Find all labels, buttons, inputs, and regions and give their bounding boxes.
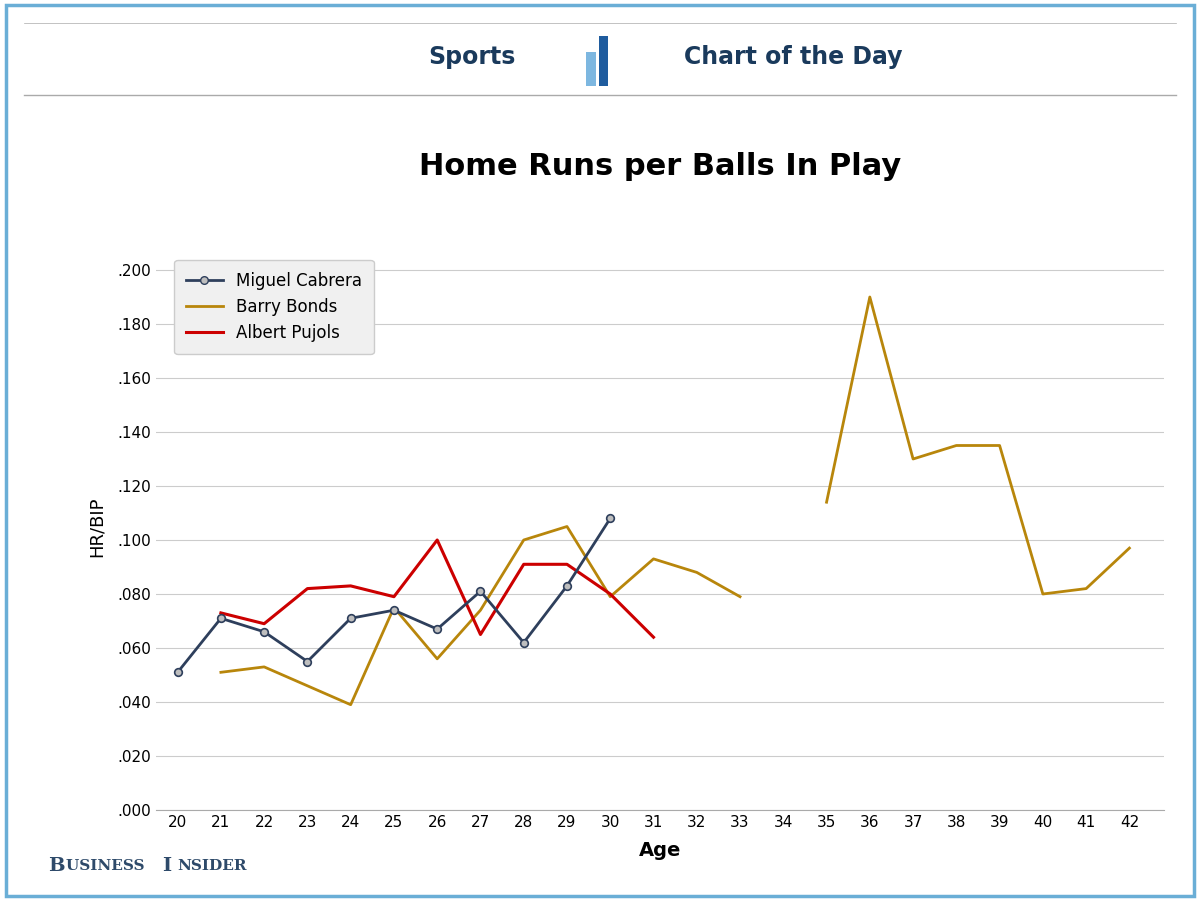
Text: I: I [162, 857, 172, 875]
Albert Pujols [473, 629, 487, 640]
Miguel Cabrera [170, 667, 185, 678]
Albert Pujols [343, 580, 358, 591]
Miguel Cabrera [300, 656, 314, 667]
Barry Bonds [343, 699, 358, 710]
Miguel Cabrera [386, 605, 401, 616]
Albert Pujols [516, 559, 530, 570]
Barry Bonds [690, 567, 704, 578]
Line: Miguel Cabrera: Miguel Cabrera [174, 515, 614, 676]
Miguel Cabrera [473, 586, 487, 597]
Bar [587, 52, 595, 86]
Miguel Cabrera [257, 626, 271, 637]
Barry Bonds [604, 591, 618, 602]
Albert Pujols [386, 591, 401, 602]
X-axis label: Age: Age [638, 841, 682, 860]
Barry Bonds [214, 667, 228, 678]
Barry Bonds [300, 680, 314, 691]
Miguel Cabrera [516, 637, 530, 648]
Albert Pujols [430, 535, 444, 545]
Albert Pujols [559, 559, 574, 570]
Text: USINESS: USINESS [66, 859, 150, 873]
Miguel Cabrera [559, 580, 574, 591]
Text: B: B [48, 857, 65, 875]
Barry Bonds [473, 605, 487, 616]
Miguel Cabrera [604, 513, 618, 524]
Text: Chart of the Day: Chart of the Day [684, 45, 902, 68]
Y-axis label: HR/BIP: HR/BIP [88, 496, 106, 557]
Barry Bonds [559, 521, 574, 532]
Line: Barry Bonds: Barry Bonds [221, 526, 740, 705]
Barry Bonds [647, 554, 661, 564]
Barry Bonds [257, 662, 271, 672]
Albert Pujols [257, 618, 271, 629]
Barry Bonds [430, 653, 444, 664]
Barry Bonds [733, 591, 748, 602]
Text: Home Runs per Balls In Play: Home Runs per Balls In Play [419, 152, 901, 181]
Barry Bonds [516, 535, 530, 545]
Albert Pujols [300, 583, 314, 594]
Albert Pujols [604, 589, 618, 599]
Legend: Miguel Cabrera, Barry Bonds, Albert Pujols: Miguel Cabrera, Barry Bonds, Albert Pujo… [174, 260, 373, 354]
Bar [599, 36, 608, 86]
Miguel Cabrera [430, 624, 444, 634]
Barry Bonds [386, 602, 401, 613]
Text: Sports: Sports [428, 45, 516, 68]
Albert Pujols [214, 608, 228, 618]
Miguel Cabrera [343, 613, 358, 624]
Text: NSIDER: NSIDER [178, 859, 247, 873]
Line: Albert Pujols: Albert Pujols [221, 540, 654, 637]
Albert Pujols [647, 632, 661, 643]
Miguel Cabrera [214, 613, 228, 624]
